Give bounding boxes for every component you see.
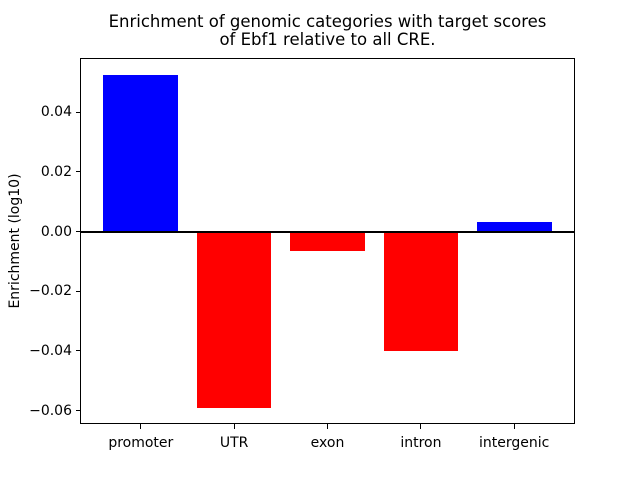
x-tick-label-intergenic: intergenic [479, 435, 550, 451]
bar-UTR [196, 231, 272, 408]
chart-title-line2: of Ebf1 relative to all CRE. [219, 29, 436, 49]
bar-promoter [103, 75, 179, 232]
y-tick-mark [76, 290, 81, 292]
y-tick-mark [76, 410, 81, 412]
x-tick-mark [420, 424, 422, 429]
chart-title: Enrichment of genomic categories with ta… [80, 13, 575, 48]
y-tick-label: 0.02 [40, 163, 72, 180]
bar-exon [290, 231, 365, 251]
y-tick-mark [76, 350, 81, 352]
x-tick-label-promoter: promoter [108, 435, 174, 451]
y-tick-label: 0.00 [40, 223, 72, 240]
plot-area [80, 58, 575, 424]
y-tick-label: −0.06 [29, 402, 72, 419]
y-tick-mark [76, 231, 81, 233]
zero-line [81, 230, 574, 233]
chart-title-line1: Enrichment of genomic categories with ta… [108, 12, 547, 31]
bar-intron [383, 231, 459, 351]
y-tick-label: −0.04 [29, 342, 72, 359]
bar-intergenic [476, 221, 552, 232]
y-tick-label: 0.04 [40, 104, 72, 121]
y-tick-label: −0.02 [29, 283, 72, 300]
x-tick-mark [513, 424, 515, 429]
x-tick-label-UTR: UTR [219, 435, 249, 451]
x-tick-mark [140, 424, 142, 429]
x-tick-label-intron: intron [400, 435, 442, 451]
x-tick-mark [233, 424, 235, 429]
y-tick-mark [76, 171, 81, 173]
x-tick-label-exon: exon [310, 435, 345, 451]
x-tick-mark [327, 424, 328, 429]
y-tick-mark [76, 111, 81, 113]
